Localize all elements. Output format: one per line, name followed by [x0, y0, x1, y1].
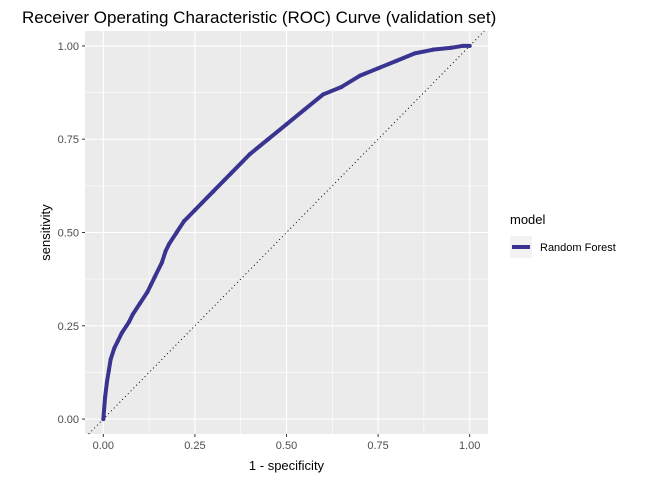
grid-lines: [85, 31, 488, 434]
roc-point: [148, 282, 153, 287]
roc-point: [159, 260, 164, 265]
roc-point: [302, 107, 307, 112]
y-tick-label: 0.00: [58, 414, 79, 426]
roc-point: [229, 170, 234, 175]
x-tick-label: 0.75: [367, 440, 388, 452]
x-tick-label: 0.00: [93, 440, 114, 452]
roc-point: [112, 346, 117, 351]
y-tick-label: 0.50: [58, 228, 79, 240]
roc-point: [181, 219, 186, 224]
roc-point: [103, 394, 108, 399]
roc-point: [119, 331, 124, 336]
roc-point: [108, 357, 113, 362]
roc-point: [152, 275, 157, 280]
roc-point: [163, 249, 168, 254]
roc-point: [266, 137, 271, 142]
roc-point: [130, 312, 135, 317]
x-tick-label: 0.25: [184, 440, 205, 452]
y-axis-title: sensitivity: [38, 204, 53, 261]
roc-point: [145, 290, 150, 295]
roc-point: [339, 84, 344, 89]
roc-point: [211, 189, 216, 194]
x-tick-label: 1.00: [459, 440, 480, 452]
roc-point: [222, 178, 227, 183]
roc-point: [431, 47, 436, 52]
roc-point: [284, 122, 289, 127]
roc-point: [376, 66, 381, 71]
roc-point: [321, 92, 326, 97]
roc-point: [115, 338, 120, 343]
chart-title: Receiver Operating Characteristic (ROC) …: [22, 8, 496, 27]
y-tick-label: 0.75: [58, 134, 79, 146]
legend-title: model: [510, 212, 546, 227]
axis-ticks: 0.00 0.25 0.50 0.75 1.00 0.00 0.25 0.50 0.75 1.00: [58, 41, 481, 452]
roc-point: [460, 43, 465, 48]
roc-point: [394, 58, 399, 63]
roc-point: [101, 417, 106, 422]
roc-point: [247, 152, 252, 157]
legend: model Random Forest: [510, 212, 616, 258]
legend-label-random-forest: Random Forest: [540, 242, 616, 254]
x-tick-label: 0.50: [276, 440, 297, 452]
roc-point: [240, 159, 245, 164]
roc-point: [106, 368, 111, 373]
x-axis-title: 1 - specificity: [249, 458, 325, 473]
roc-point: [167, 241, 172, 246]
roc-point: [104, 379, 109, 384]
roc-point: [449, 45, 454, 50]
roc-point: [174, 230, 179, 235]
y-tick-label: 1.00: [58, 41, 79, 53]
roc-point: [137, 301, 142, 306]
roc-curve-points: [101, 43, 472, 422]
roc-point: [192, 208, 197, 213]
roc-point: [467, 43, 472, 48]
roc-point: [357, 73, 362, 78]
roc-point: [126, 320, 131, 325]
roc-point: [412, 51, 417, 56]
y-tick-label: 0.25: [58, 321, 79, 333]
roc-point: [200, 200, 205, 205]
